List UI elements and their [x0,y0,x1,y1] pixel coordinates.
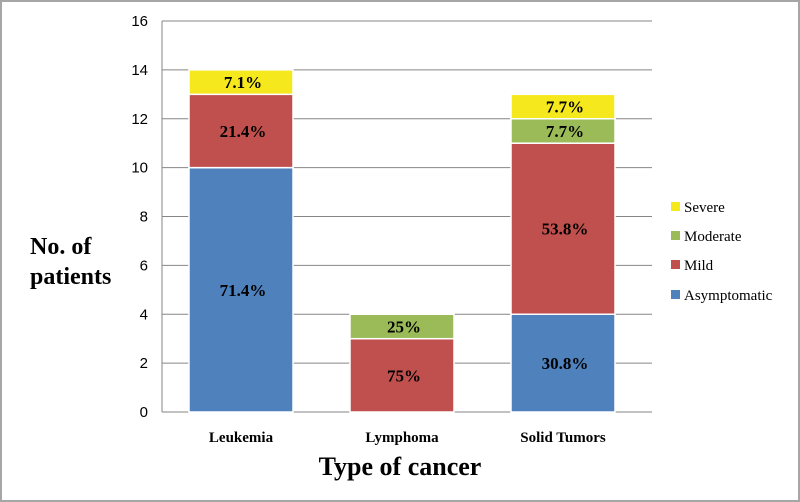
bar-segment-mild [188,93,294,169]
legend-label: Mild [684,258,714,274]
x-tick-label: Lymphoma [365,430,439,446]
data-label: 21.4% [220,122,267,141]
legend-swatch-mild [671,260,680,269]
data-label: 30.8% [542,354,589,373]
y-tick-label: 16 [131,13,148,30]
bar-segment-moderate [510,118,616,144]
y-tick-label: 0 [140,404,148,421]
y-tick-label: 14 [131,62,148,79]
legend-label: Asymptomatic [684,288,773,304]
bar-segment-severe [188,69,294,96]
data-label: 7.7% [546,98,584,117]
bar-segment-mild [510,142,616,315]
bar-segment-moderate [349,313,455,340]
bar-segment-asymptomatic [188,166,294,413]
y-tick-label: 8 [140,209,148,226]
data-label: 7.1% [224,73,262,92]
y-tick-label: 2 [140,355,148,372]
y-tick-label: 4 [140,306,148,323]
legend-swatch-severe [671,202,680,211]
x-tick-label: Solid Tumors [520,430,606,446]
data-label: 25% [387,317,421,336]
legend-swatch-moderate [671,231,680,240]
data-label: 7.7% [546,122,584,141]
y-tick-label: 10 [131,160,148,177]
legend-label: Moderate [684,229,742,245]
data-label: 53.8% [542,220,589,239]
data-label: 75% [387,366,421,385]
data-label: 71.4% [220,281,267,300]
legend-swatch-asymptomatic [671,290,680,299]
y-tick-label: 12 [131,111,148,128]
y-axis-title: No. of patients [30,234,112,290]
bar-segment-asymptomatic [510,313,616,413]
x-axis-title: Type of cancer [318,452,482,481]
bar-segment-mild [349,337,455,413]
legend-label: Severe [684,200,725,216]
bar-segment-severe [510,93,616,120]
x-tick-label: Leukemia [209,430,274,446]
y-tick-label: 6 [140,257,148,274]
